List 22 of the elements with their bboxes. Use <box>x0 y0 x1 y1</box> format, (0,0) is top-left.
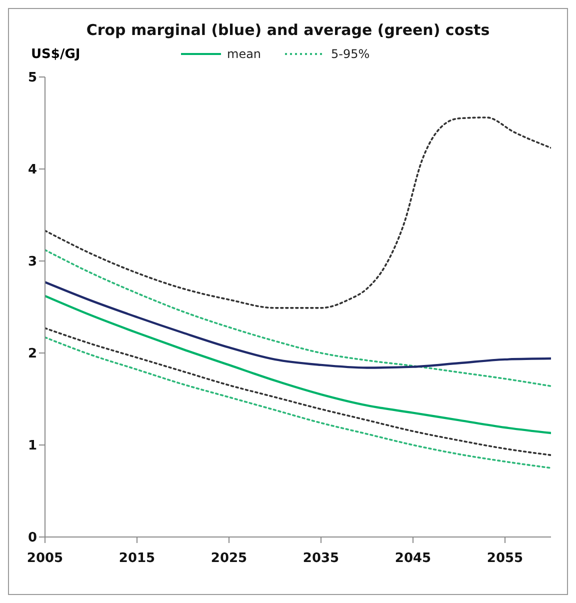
x-tick-label: 2055 <box>486 551 524 566</box>
x-tick-label: 2015 <box>118 551 156 566</box>
y-tick-label: 1 <box>28 438 37 454</box>
x-tick-label: 2005 <box>26 551 64 566</box>
y-tick-label: 4 <box>28 162 37 178</box>
line-series <box>45 281 551 369</box>
legend-label: 5-95% <box>331 47 370 61</box>
line-series <box>45 116 551 309</box>
y-tick-label: 5 <box>28 70 37 86</box>
legend-label: mean <box>227 47 262 61</box>
x-tick-label: 2045 <box>394 551 432 566</box>
y-axis-title: US$/GJ <box>30 46 82 62</box>
y-tick-label: 2 <box>28 346 37 362</box>
x-tick-label: 2035 <box>302 551 340 566</box>
line-series <box>45 294 551 434</box>
y-tick-label: 0 <box>28 530 37 546</box>
line-series <box>45 327 551 456</box>
y-tick-label: 3 <box>28 254 37 270</box>
line-series <box>45 249 551 388</box>
chart-title: Crop marginal (blue) and average (green) costs <box>85 21 491 39</box>
line-series <box>45 336 551 469</box>
x-tick-label: 2025 <box>210 551 248 566</box>
